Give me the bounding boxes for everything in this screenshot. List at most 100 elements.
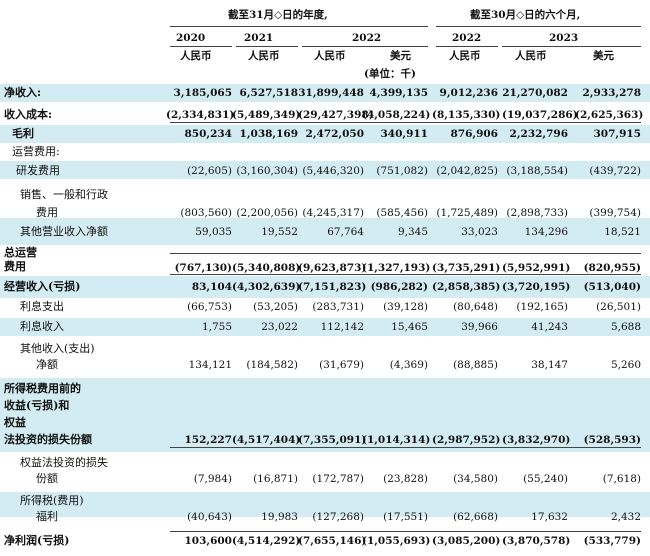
row-band: [0, 492, 650, 517]
label-other-income-line1: 其他收入(支出): [20, 342, 95, 355]
label-pretax-line4: 法投资的损失份额: [4, 433, 92, 446]
label-net-income: 净利润(亏损): [4, 534, 70, 547]
rule-pretax: [170, 447, 641, 448]
cell-value: 15,465: [391, 321, 428, 333]
cell-value: 103,600: [184, 535, 233, 547]
cell-value: 18,521: [604, 226, 641, 238]
cell-value: (3,720,195): [502, 281, 571, 293]
cell-value: (4,517,404): [232, 434, 301, 446]
cell-value: 2,232,796: [509, 128, 568, 140]
rule-opex-top: [170, 253, 641, 254]
cell-value: (127,268): [312, 511, 364, 523]
cell-value: 67,764: [327, 226, 364, 238]
year-rule-4: [436, 46, 498, 47]
cell-value: 19,983: [261, 511, 298, 523]
cell-value: (7,151,823): [298, 281, 367, 293]
cell-value: 6,527,518: [239, 87, 298, 99]
cell-value: (803,560): [180, 207, 232, 219]
row-band: [0, 218, 650, 245]
cell-value: (7,984): [193, 473, 232, 485]
label-equity-loss-line2: 份额: [36, 472, 58, 485]
label-total-opex-line1: 总运营: [4, 246, 37, 259]
cell-value: 134,296: [524, 226, 568, 238]
cell-value: (2,898,733): [506, 207, 568, 219]
cell-value: (23,828): [383, 473, 428, 485]
cell-value: (40,643): [187, 511, 232, 523]
cell-value: 9,345: [397, 226, 428, 238]
cell-value: (7,655,146): [298, 535, 367, 547]
cell-value: (3,870,578): [502, 535, 571, 547]
cell-value: 3,185,065: [173, 87, 232, 99]
cell-value: 307,915: [593, 128, 642, 140]
cell-value: 1,755: [201, 321, 232, 333]
label-operating-expenses: 运营费用:: [12, 145, 60, 158]
cell-value: 850,234: [184, 128, 233, 140]
cell-value: 2,933,278: [582, 87, 641, 99]
row-band: [0, 125, 650, 143]
cell-value: 152,227: [184, 434, 233, 446]
cell-value: (5,446,320): [302, 165, 364, 177]
label-income-tax-line2: 福利: [36, 510, 58, 523]
cell-value: (55,240): [523, 473, 568, 485]
unit-note: (单位：千): [364, 68, 416, 80]
cell-value: 38,147: [531, 359, 568, 371]
currency-rmb: 人民币: [180, 50, 212, 62]
label-other-income-line2: 净额: [36, 358, 58, 371]
header-rule-annual: [170, 26, 428, 27]
cell-value: (3,735,291): [432, 262, 501, 274]
label-rd-expenses: 研发费用: [16, 164, 60, 177]
label-operating-income: 经营收入(亏损): [4, 280, 81, 293]
cell-value: (399,754): [589, 207, 641, 219]
cell-value: (1,725,489): [436, 207, 498, 219]
cell-value: 19,552: [261, 226, 298, 238]
cell-value: 17,632: [531, 511, 568, 523]
currency-usd: 美元: [390, 50, 411, 62]
year-2021: 2021: [244, 32, 274, 44]
label-gross-profit: 毛利: [12, 127, 34, 140]
year-2020: 2020: [176, 32, 206, 44]
header-group-annual: 截至31月◇日的年度,: [228, 9, 328, 21]
cell-value: 2,432: [610, 511, 641, 523]
cell-value: (3,160,304): [236, 165, 298, 177]
year-rule-1: [170, 46, 232, 47]
cell-value: (439,722): [589, 165, 641, 177]
cell-value: 5,260: [610, 359, 641, 371]
cell-value: 83,104: [191, 281, 232, 293]
year-rule-3: [302, 46, 428, 47]
cell-value: (3,188,554): [506, 165, 568, 177]
cell-value: 134,121: [188, 359, 232, 371]
label-cost-of-revenue: 收入成本:: [4, 108, 53, 121]
currency-usd: 美元: [593, 50, 614, 62]
row-band: [0, 318, 650, 336]
cell-value: (62,668): [453, 511, 498, 523]
cell-value: (283,731): [312, 301, 364, 313]
cell-value: (34,580): [453, 473, 498, 485]
cell-value: (820,955): [583, 262, 641, 274]
cell-value: (4,514,292): [232, 535, 301, 547]
cell-value: (2,042,825): [436, 165, 498, 177]
cell-value: (4,058,224): [362, 109, 431, 121]
cell-value: (17,551): [383, 511, 428, 523]
label-sga-line2: 费用: [36, 206, 58, 219]
rule-net: [170, 531, 641, 532]
cell-value: (1,014,314): [362, 434, 431, 446]
cell-value: (80,648): [453, 301, 498, 313]
label-total-opex-line2: 费用: [4, 260, 26, 273]
label-income-tax-line1: 所得税(费用): [20, 494, 84, 507]
cell-value: (172,787): [312, 473, 364, 485]
cell-value: (88,885): [453, 359, 498, 371]
cell-value: (513,040): [583, 281, 641, 293]
currency-rmb: 人民币: [449, 50, 481, 62]
cell-value: 2,472,050: [305, 128, 364, 140]
cell-value: (7,618): [602, 473, 641, 485]
cell-value: (528,593): [583, 434, 641, 446]
cell-value: 23,022: [261, 321, 298, 333]
cell-value: (5,340,808): [232, 262, 301, 274]
rule-opex: [170, 274, 641, 275]
label-interest-expense: 利息支出: [20, 300, 64, 313]
cell-value: (986,282): [370, 281, 428, 293]
cell-value: 31,899,448: [298, 87, 364, 99]
cell-value: (3,832,970): [502, 434, 571, 446]
cell-value: (2,200,056): [236, 207, 298, 219]
cell-value: (8,135,330): [432, 109, 501, 121]
